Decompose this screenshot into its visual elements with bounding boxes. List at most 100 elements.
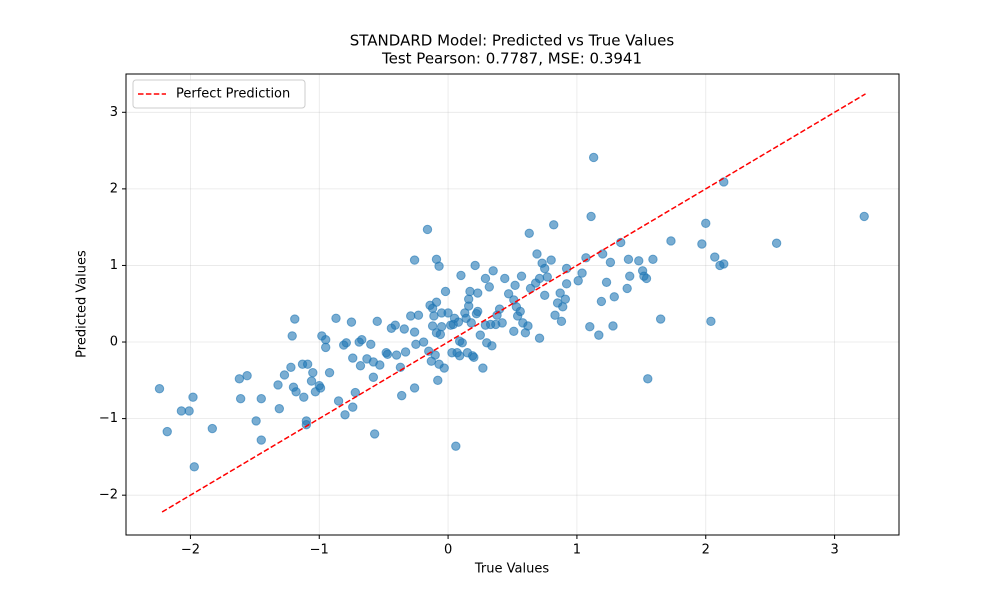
point xyxy=(443,308,453,318)
point xyxy=(480,273,491,284)
point xyxy=(608,321,618,331)
point xyxy=(308,367,318,378)
point xyxy=(301,420,312,430)
point xyxy=(560,294,571,304)
point xyxy=(369,429,380,439)
point xyxy=(162,426,172,437)
reference-line xyxy=(161,93,866,513)
point xyxy=(487,341,497,351)
point xyxy=(655,314,666,324)
y-axis-label: Predicted Values xyxy=(75,250,90,358)
point xyxy=(433,375,443,386)
point xyxy=(315,383,326,393)
point xyxy=(320,335,331,345)
x-tick-label: 2 xyxy=(702,543,710,558)
point xyxy=(463,294,474,304)
point xyxy=(440,286,451,297)
point xyxy=(409,327,420,337)
point xyxy=(256,393,266,404)
point xyxy=(641,273,652,284)
point xyxy=(176,406,187,416)
point xyxy=(457,338,467,348)
point xyxy=(556,316,567,327)
point xyxy=(509,326,519,337)
y-tick-label: −1 xyxy=(99,411,118,426)
point xyxy=(397,390,407,401)
point xyxy=(549,220,559,230)
point xyxy=(234,374,245,384)
point xyxy=(429,311,439,321)
point xyxy=(534,333,545,343)
y-tick-label: 1 xyxy=(110,258,118,273)
point xyxy=(516,271,527,281)
point xyxy=(290,314,300,324)
point xyxy=(333,396,344,406)
point xyxy=(306,376,317,386)
legend-label: Perfect Prediction xyxy=(176,87,290,102)
y-tick-label: 2 xyxy=(110,181,118,196)
point xyxy=(430,350,440,360)
point xyxy=(189,462,199,472)
point xyxy=(366,339,376,350)
point xyxy=(596,296,607,307)
point xyxy=(697,239,707,249)
point xyxy=(484,282,495,292)
point xyxy=(372,316,382,327)
point xyxy=(555,288,565,298)
point xyxy=(488,266,498,276)
point xyxy=(418,337,429,347)
point xyxy=(625,271,635,281)
point xyxy=(287,331,297,341)
point xyxy=(577,268,587,278)
point xyxy=(242,371,252,381)
point xyxy=(454,351,465,361)
point xyxy=(623,254,634,265)
point xyxy=(340,410,350,420)
point xyxy=(710,252,720,262)
point xyxy=(473,288,483,298)
point xyxy=(523,321,533,331)
point xyxy=(273,380,283,390)
point xyxy=(470,260,480,271)
point xyxy=(585,322,595,332)
point xyxy=(435,329,446,340)
point xyxy=(302,359,313,369)
y-tick-label: 3 xyxy=(110,105,118,120)
point xyxy=(534,273,545,284)
point xyxy=(375,360,385,370)
point xyxy=(188,392,198,402)
point xyxy=(154,384,165,394)
point xyxy=(503,289,514,299)
y-tick-label: 0 xyxy=(110,335,118,350)
point xyxy=(451,441,461,451)
point xyxy=(500,273,510,284)
point xyxy=(348,353,358,363)
point xyxy=(609,292,619,302)
point xyxy=(542,272,552,282)
point xyxy=(286,362,296,372)
point xyxy=(532,249,542,259)
point xyxy=(510,280,520,291)
point xyxy=(400,347,411,357)
x-tick-label: −1 xyxy=(310,543,329,558)
point xyxy=(346,317,357,327)
point xyxy=(706,316,716,327)
point xyxy=(279,370,290,380)
point xyxy=(409,383,420,393)
point xyxy=(588,152,599,163)
point xyxy=(648,254,658,265)
point xyxy=(666,236,676,246)
point xyxy=(469,352,479,363)
point xyxy=(719,259,729,269)
point xyxy=(586,211,596,222)
point xyxy=(355,361,366,371)
point xyxy=(643,374,653,384)
point xyxy=(235,393,246,404)
point xyxy=(406,311,416,321)
point xyxy=(540,263,550,274)
chart-subtitle: Test Pearson: 0.7787, MSE: 0.3941 xyxy=(381,50,642,68)
point xyxy=(524,228,534,238)
point xyxy=(331,313,341,323)
point xyxy=(348,402,358,412)
